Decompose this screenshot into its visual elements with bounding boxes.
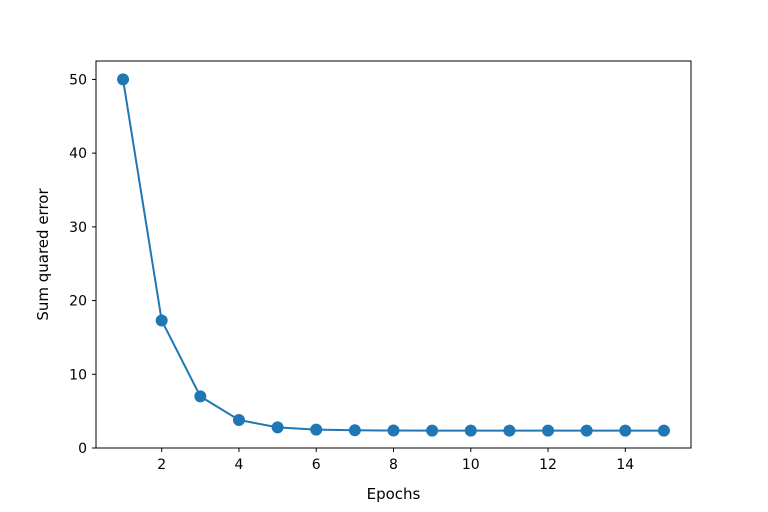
x-tick-label: 6: [312, 457, 321, 473]
y-tick-label: 50: [69, 72, 87, 88]
x-tick-label: 2: [157, 457, 166, 473]
plot-frame: [95, 60, 692, 449]
series-layer: [117, 73, 670, 437]
data-point: [542, 424, 555, 437]
data-point: [503, 424, 516, 437]
data-point: [194, 390, 207, 403]
data-point: [464, 424, 477, 437]
x-tick-label: 14: [616, 457, 634, 473]
data-point: [271, 421, 284, 434]
data-point: [387, 424, 400, 437]
data-point: [310, 423, 323, 436]
y-tick-label: 20: [69, 294, 87, 310]
y-axis-ticks: 0 10 20 30 40 50: [69, 72, 96, 457]
data-point: [619, 424, 632, 437]
x-tick-label: 4: [234, 457, 243, 473]
x-axis-label: Epochs: [367, 485, 421, 503]
y-tick-label: 40: [69, 146, 87, 162]
data-point: [348, 424, 361, 437]
x-axis-ticks: 2 4 6 8 10 12 14: [157, 448, 634, 473]
y-tick-label: 0: [78, 441, 87, 457]
y-tick-label: 30: [69, 220, 87, 236]
x-tick-label: 8: [389, 457, 398, 473]
data-point: [117, 73, 130, 86]
data-point: [232, 413, 245, 426]
y-tick-label: 10: [69, 367, 87, 383]
x-tick-label: 12: [539, 457, 557, 473]
series-line: [122, 79, 664, 432]
x-tick-label: 10: [462, 457, 480, 473]
data-point: [657, 424, 670, 437]
y-axis-label: Sum quared error: [34, 188, 52, 321]
data-point: [426, 424, 439, 437]
data-point: [155, 314, 168, 327]
data-point: [580, 424, 593, 437]
